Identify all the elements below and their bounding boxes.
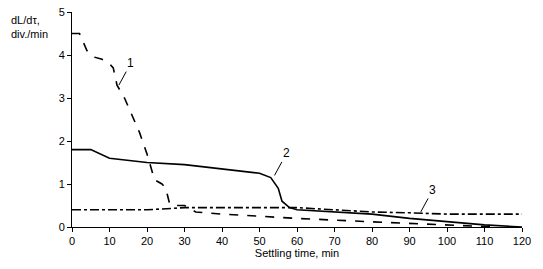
svg-text:60: 60 (291, 235, 303, 247)
svg-text:dL/dτ,div./min: dL/dτ,div./min (11, 14, 48, 40)
svg-text:1: 1 (127, 56, 134, 70)
svg-text:5: 5 (59, 6, 65, 18)
svg-text:20: 20 (141, 235, 153, 247)
svg-text:0: 0 (59, 221, 65, 233)
svg-text:0: 0 (69, 235, 75, 247)
svg-text:90: 90 (403, 235, 415, 247)
svg-text:3: 3 (429, 183, 436, 197)
svg-text:80: 80 (366, 235, 378, 247)
svg-text:120: 120 (513, 235, 531, 247)
svg-text:3: 3 (59, 92, 65, 104)
svg-text:2: 2 (59, 135, 65, 147)
svg-text:30: 30 (178, 235, 190, 247)
svg-text:100: 100 (438, 235, 456, 247)
svg-text:50: 50 (253, 235, 265, 247)
svg-text:110: 110 (476, 235, 494, 247)
svg-text:1: 1 (59, 178, 65, 190)
svg-text:4: 4 (59, 49, 65, 61)
svg-text:40: 40 (216, 235, 228, 247)
svg-text:70: 70 (328, 235, 340, 247)
svg-text:2: 2 (283, 146, 290, 160)
svg-text:Settling time, min: Settling time, min (255, 247, 339, 259)
svg-text:10: 10 (103, 235, 115, 247)
